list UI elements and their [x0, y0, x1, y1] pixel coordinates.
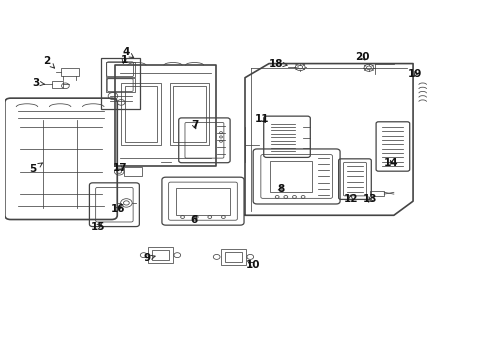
Bar	[173, 86, 206, 142]
Bar	[148, 247, 173, 263]
Text: 10: 10	[245, 260, 260, 270]
Text: 1: 1	[121, 55, 127, 65]
Text: 18: 18	[269, 59, 287, 68]
Text: 14: 14	[384, 158, 399, 168]
Bar	[152, 250, 169, 260]
Text: 7: 7	[191, 120, 198, 130]
Bar	[370, 190, 384, 196]
Text: 19: 19	[408, 69, 423, 79]
Text: 3: 3	[32, 78, 45, 88]
Bar	[225, 252, 242, 262]
Bar	[61, 68, 79, 76]
Text: 4: 4	[122, 47, 134, 58]
Text: 13: 13	[363, 194, 377, 204]
Bar	[121, 83, 161, 145]
Text: 12: 12	[343, 194, 358, 204]
Bar	[270, 161, 312, 192]
Bar	[124, 167, 142, 176]
Bar	[106, 78, 135, 92]
Bar	[170, 83, 209, 145]
Bar	[221, 249, 246, 265]
Text: 9: 9	[144, 253, 155, 263]
Text: 17: 17	[113, 163, 127, 173]
Text: 15: 15	[90, 221, 105, 231]
Bar	[101, 58, 140, 109]
Text: 20: 20	[355, 52, 370, 62]
Text: 16: 16	[111, 204, 125, 214]
Text: 2: 2	[44, 56, 54, 68]
Text: 8: 8	[277, 184, 285, 194]
Text: 5: 5	[29, 163, 43, 174]
Bar	[125, 86, 157, 142]
Bar	[176, 188, 230, 215]
Bar	[52, 81, 63, 87]
Text: 6: 6	[190, 215, 197, 225]
Bar	[106, 62, 135, 77]
Text: 11: 11	[255, 114, 270, 124]
